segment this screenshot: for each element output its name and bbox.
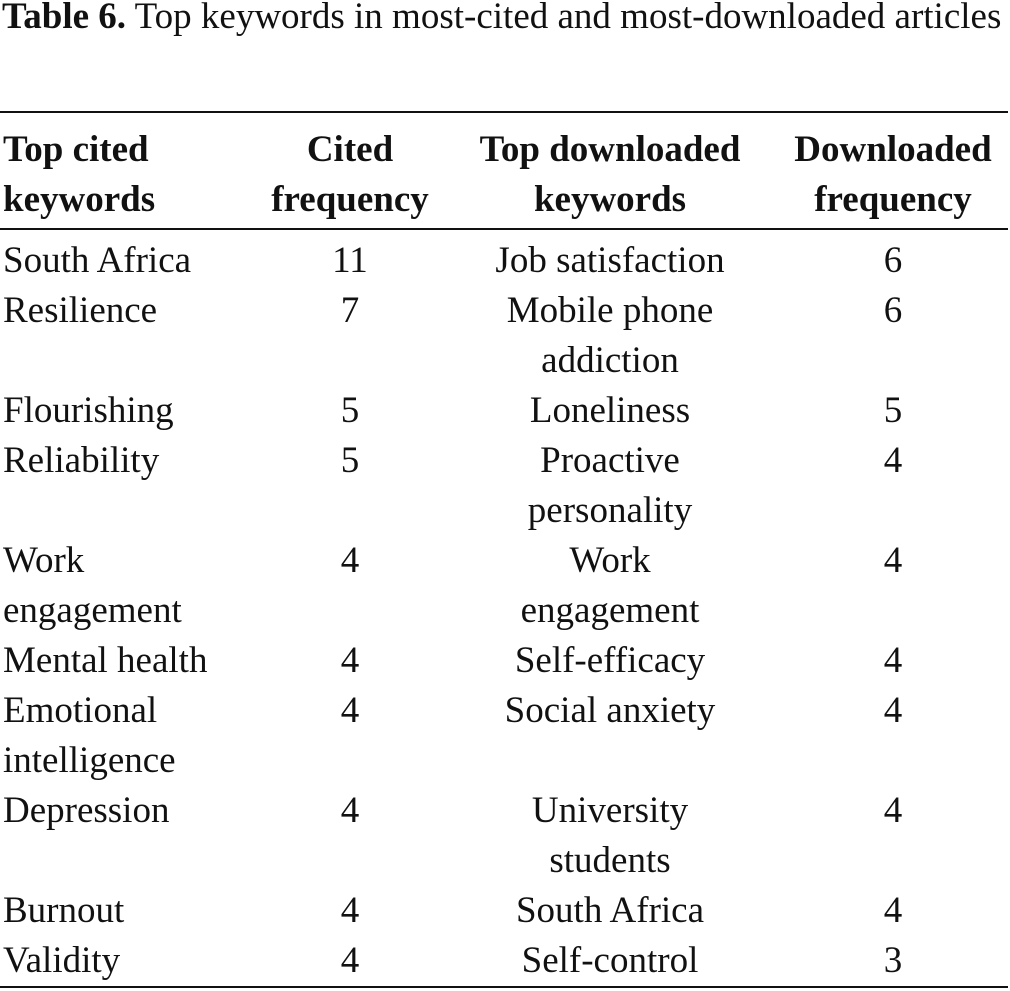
cell-line: South Africa	[515, 890, 705, 931]
cited-frequency-cell: 5	[340, 390, 360, 431]
cell-line: Loneliness	[529, 390, 691, 431]
cited-frequency-cell: 4	[340, 890, 360, 931]
cited-frequency-cell: 11	[332, 240, 368, 281]
downloaded-keyword-cell: University students	[442, 786, 778, 886]
table-row: Flourishing 5 Loneliness 5	[0, 386, 1008, 436]
cited-keyword-cell: Depression	[0, 786, 258, 886]
cited-frequency-cell: 4	[340, 540, 360, 581]
cell-line: Mobile phone	[506, 290, 714, 331]
table-body: South Africa 11 Job satisfaction 6 Resilienc…	[0, 229, 1008, 987]
cited-keyword-cell: Flourishing	[0, 386, 258, 436]
cell-line: personality	[527, 490, 693, 531]
caption-label: Table 6.	[2, 0, 127, 37]
cell-line: Top cited	[3, 129, 149, 170]
cell-line: engagement	[3, 590, 182, 631]
cell-line: frequency	[814, 179, 972, 220]
downloaded-keyword-cell: Work engagement	[442, 536, 778, 636]
downloaded-keyword-cell: Mobile phone addiction	[442, 286, 778, 386]
downloaded-keyword-cell: Proactive personality	[442, 436, 778, 536]
downloaded-frequency-cell: 5	[883, 390, 903, 431]
downloaded-keyword-cell: Self-control	[442, 936, 778, 987]
cell-line: Flourishing	[3, 390, 174, 431]
table-row: Mental health 4 Self-efficacy 4	[0, 636, 1008, 686]
downloaded-frequency-cell: 4	[883, 890, 903, 931]
downloaded-frequency-cell: 4	[883, 440, 903, 481]
cited-keyword-cell: Work engagement	[0, 536, 258, 636]
cell-line: Burnout	[3, 890, 125, 931]
downloaded-frequency-cell: 4	[883, 790, 903, 831]
cited-frequency-cell: 4	[340, 790, 360, 831]
downloaded-frequency-cell: 6	[883, 290, 903, 331]
header-top-cited-keywords: Top cited keywords	[0, 112, 258, 229]
cell-line: Top downloaded	[479, 129, 741, 170]
downloaded-keyword-cell: Self-efficacy	[442, 636, 778, 686]
cited-frequency-cell: 7	[340, 290, 360, 331]
table-row: Burnout 4 South Africa 4	[0, 886, 1008, 936]
cell-line: Depression	[3, 790, 170, 831]
table-row: Emotional intelligence 4 Social anxiety 4	[0, 686, 1008, 786]
cell-line: Proactive	[540, 440, 680, 481]
cited-keyword-cell: Validity	[0, 936, 258, 987]
caption-text: Top keywords in most-cited and most-down…	[126, 0, 1002, 37]
cited-frequency-cell: 4	[340, 640, 360, 681]
cell-line: Work	[3, 540, 85, 581]
cell-line: Resilience	[3, 290, 158, 331]
cited-frequency-cell: 5	[340, 440, 360, 481]
cell-line: South Africa	[3, 240, 192, 281]
cell-line: keywords	[533, 179, 687, 220]
cited-frequency-cell: 4	[340, 690, 360, 731]
cell-line: addiction	[541, 340, 679, 381]
keywords-table: Top cited keywords Cited frequency Top downl…	[0, 111, 1008, 988]
cited-keyword-cell: Burnout	[0, 886, 258, 936]
downloaded-frequency-cell: 3	[883, 940, 903, 981]
header-cited-frequency: Cited frequency	[258, 112, 442, 229]
downloaded-keyword-cell: Job satisfaction	[442, 229, 778, 286]
cell-line: intelligence	[3, 740, 176, 781]
cell-line: Emotional	[3, 690, 158, 731]
cited-keyword-cell: Mental health	[0, 636, 258, 686]
table-caption: Table 6. Top keywords in most-cited and …	[2, 0, 1010, 42]
downloaded-frequency-cell: 4	[883, 640, 903, 681]
cell-line: Social anxiety	[504, 690, 716, 731]
cited-keyword-cell: Reliability	[0, 436, 258, 536]
table-row: Resilience 7 Mobile phone addiction 6	[0, 286, 1008, 386]
cell-line: Self-control	[521, 940, 699, 981]
downloaded-keyword-cell: Social anxiety	[442, 686, 778, 786]
downloaded-frequency-cell: 4	[883, 690, 903, 731]
downloaded-keyword-cell: South Africa	[442, 886, 778, 936]
table-row: Depression 4 University students 4	[0, 786, 1008, 886]
header-downloaded-frequency: Downloaded frequency	[778, 112, 1008, 229]
cell-line: Cited	[306, 129, 394, 170]
cell-line: Reliability	[3, 440, 160, 481]
table-row: Work engagement 4 Work engagement 4	[0, 536, 1008, 636]
header-row: Top cited keywords Cited frequency Top downl…	[0, 112, 1008, 229]
table-row: South Africa 11 Job satisfaction 6	[0, 229, 1008, 286]
cited-keyword-cell: Resilience	[0, 286, 258, 386]
cell-line: frequency	[271, 179, 429, 220]
cell-line: engagement	[520, 590, 700, 631]
cited-frequency-cell: 4	[340, 940, 360, 981]
downloaded-frequency-cell: 4	[883, 540, 903, 581]
downloaded-keyword-cell: Loneliness	[442, 386, 778, 436]
cell-line: Work	[569, 540, 651, 581]
cited-keyword-cell: South Africa	[0, 229, 258, 286]
cell-line: Self-efficacy	[514, 640, 706, 681]
cell-line: Downloaded	[794, 129, 992, 170]
cell-line: Validity	[3, 940, 121, 981]
downloaded-frequency-cell: 6	[883, 240, 903, 281]
header-top-downloaded-keywords: Top downloaded keywords	[442, 112, 778, 229]
cell-line: University	[531, 790, 689, 831]
table-row: Validity 4 Self-control 3	[0, 936, 1008, 987]
cell-line: Job satisfaction	[495, 240, 725, 281]
table-row: Reliability 5 Proactive personality 4	[0, 436, 1008, 536]
cell-line: students	[549, 840, 671, 881]
cited-keyword-cell: Emotional intelligence	[0, 686, 258, 786]
cell-line: keywords	[3, 179, 156, 220]
cell-line: Mental health	[3, 640, 208, 681]
